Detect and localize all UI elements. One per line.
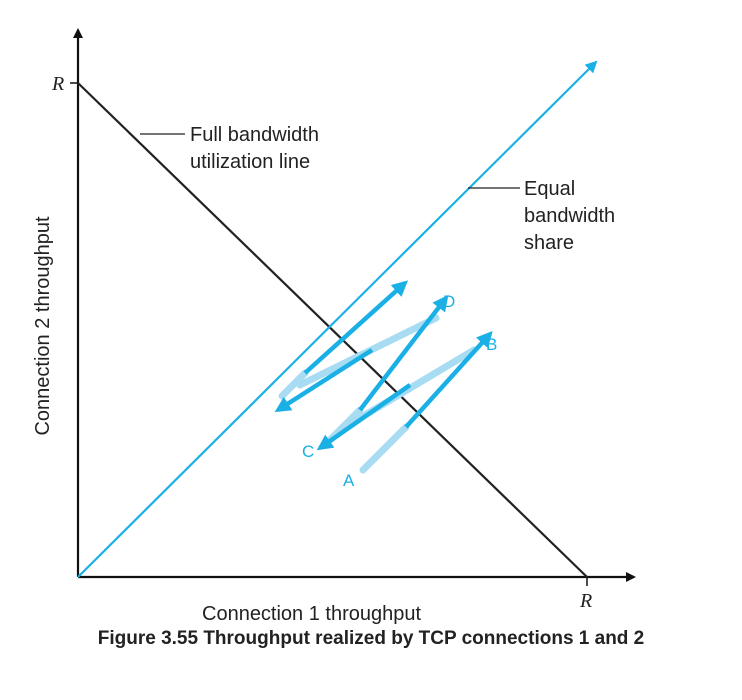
trajectory-segment-e-light [278,369,309,400]
point-label-c: C [302,442,314,461]
trajectory-segment-a-light [359,423,410,474]
trajectory-arrow-c-to-d [358,294,449,412]
full-bandwidth-line [77,82,588,578]
trajectory-arrow-a-to-b [404,331,493,429]
point-label-b: B [486,335,497,354]
equal-share-line [77,60,598,578]
x-axis-title: Connection 1 throughput [202,603,421,625]
trajectory-arrow-b-to-c [316,383,412,451]
trajectory-arrow-e-up [303,280,408,375]
y-axis-r-label: R [51,73,64,95]
point-label-a: A [343,471,355,490]
full-bandwidth-label-line2: utilization line [190,151,310,173]
figure-caption: Figure 3.55 Throughput realized by TCP c… [97,628,645,649]
equal-share-label-line1: Equal [524,178,575,200]
point-label-d: D [443,292,455,311]
equal-share-label-line3: share [524,232,574,254]
trajectory-arrow-d-to-e [274,348,374,413]
y-axis-title: Connection 2 throughput [32,216,54,435]
full-bandwidth-label-line1: Full bandwidth [190,124,319,146]
equal-share-label-line2: bandwidth [524,205,615,227]
x-axis-r-label: R [579,590,592,612]
